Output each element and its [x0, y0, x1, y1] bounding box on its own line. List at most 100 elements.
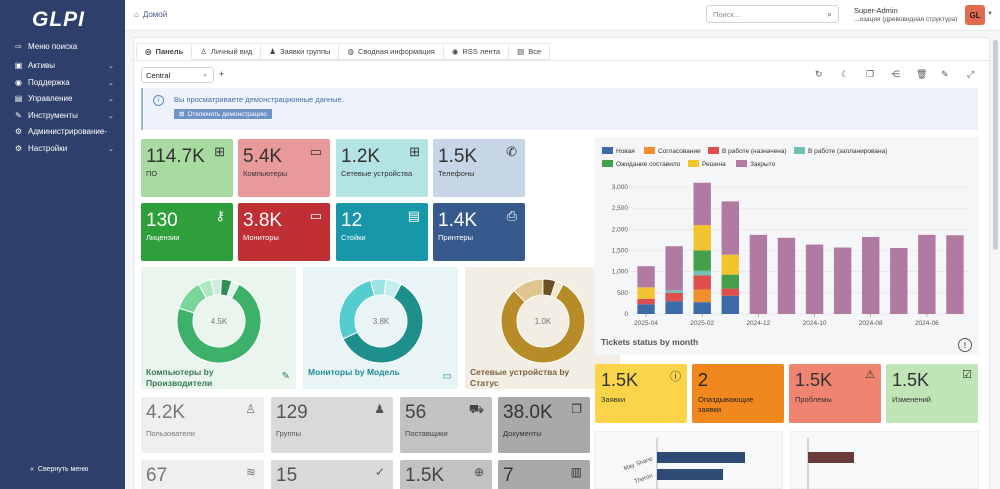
- donut-slice[interactable]: [550, 280, 564, 299]
- tab-0[interactable]: ◎ Панель: [136, 43, 193, 60]
- sidebar-item-2[interactable]: ◉ Поддержка ⌄: [14, 78, 114, 87]
- avatar[interactable]: GL: [965, 5, 985, 25]
- asset-tile[interactable]: 130 Лицензии ⚷: [141, 203, 233, 261]
- donut-widget[interactable]: 4.5K Компьютеры by Производители ✎: [141, 267, 296, 389]
- hbar[interactable]: [808, 452, 854, 463]
- count-tile[interactable]: 4.2K Пользователи ♙: [141, 397, 264, 453]
- bar-segment[interactable]: [637, 304, 655, 314]
- status-tile[interactable]: 1.5K Заявки ⓘ: [595, 364, 687, 423]
- donut-slice[interactable]: [383, 278, 402, 299]
- count-tile[interactable]: 38.0K Документы ❐: [498, 397, 590, 453]
- bar-segment[interactable]: [693, 250, 711, 271]
- sidebar-item-1[interactable]: ▣ Активы ⌄: [14, 61, 114, 70]
- donut-widget[interactable]: 3.8K Мониторы by Модель ▭: [303, 267, 458, 389]
- bar-segment[interactable]: [693, 182, 711, 226]
- bar-segment[interactable]: [665, 246, 683, 291]
- tab-5[interactable]: ▤ Все: [509, 43, 551, 60]
- breadcrumb[interactable]: ⌂ Домой: [134, 10, 167, 19]
- bar-segment[interactable]: [777, 237, 796, 314]
- global-search-input[interactable]: Поиск... ⌕: [706, 5, 839, 23]
- bar-segment[interactable]: [693, 275, 711, 290]
- legend-label[interactable]: Закрыто: [750, 161, 776, 168]
- legend-swatch[interactable]: [644, 147, 655, 154]
- user-entity[interactable]: ...изация (древовидная структура): [854, 16, 958, 23]
- bar-segment[interactable]: [805, 244, 824, 314]
- bar-segment[interactable]: [721, 288, 739, 296]
- asset-tile[interactable]: 1.2K Сетевые устройства ⊞: [336, 139, 428, 197]
- asset-tile[interactable]: 3.8K Мониторы ▭: [238, 203, 330, 261]
- count-tile[interactable]: 15 ✓: [271, 460, 393, 489]
- count-tile[interactable]: 129 Группы ♟: [271, 397, 393, 453]
- bar-segment[interactable]: [721, 254, 739, 275]
- edit-icon[interactable]: ✎: [281, 371, 290, 382]
- page-scrollbar[interactable]: [993, 40, 998, 250]
- legend-swatch[interactable]: [688, 160, 699, 167]
- share-icon[interactable]: ⋲: [891, 69, 900, 79]
- bar-segment[interactable]: [665, 301, 683, 314]
- dashboard-select[interactable]: Central ⌄: [141, 67, 214, 83]
- refresh-icon[interactable]: ↻: [815, 69, 823, 79]
- fullscreen-icon[interactable]: ⤢: [967, 69, 975, 79]
- bar-segment[interactable]: [833, 247, 852, 314]
- bar-segment[interactable]: [637, 298, 655, 305]
- chevron-down-icon[interactable]: ▼: [987, 11, 993, 17]
- clone-icon[interactable]: ❐: [866, 69, 875, 79]
- monitor-icon[interactable]: ▭: [442, 371, 452, 382]
- moon-icon[interactable]: ☾: [841, 69, 850, 79]
- bar-segment[interactable]: [665, 290, 683, 293]
- tab-2[interactable]: ♟ Заявки группы: [261, 43, 340, 60]
- sidebar-item-4[interactable]: ✎ Инструменты ⌄: [14, 111, 114, 120]
- legend-label[interactable]: Решена: [702, 161, 726, 168]
- hbar[interactable]: [657, 469, 723, 480]
- bar-segment[interactable]: [890, 247, 908, 314]
- hbar[interactable]: [657, 452, 745, 463]
- legend-label[interactable]: Новая: [616, 148, 635, 155]
- tab-3[interactable]: ◍ Сводная информация: [339, 43, 444, 60]
- donut-slice[interactable]: [342, 283, 424, 364]
- add-dashboard-button[interactable]: +: [219, 69, 225, 79]
- bar-segment[interactable]: [721, 201, 739, 255]
- tab-1[interactable]: ♙ Личный вид: [192, 43, 262, 60]
- disable-demo-button[interactable]: ⊠ Отключить демонстрацию: [174, 109, 272, 119]
- legend-label[interactable]: Ожидание составило: [616, 161, 681, 168]
- count-tile[interactable]: 7 ▥: [498, 460, 590, 489]
- legend-swatch[interactable]: [602, 147, 613, 154]
- asset-tile[interactable]: 1.4K Принтеры ⎙: [433, 203, 525, 261]
- bar-segment[interactable]: [721, 274, 739, 289]
- status-tile[interactable]: 1.5K Проблемы ⚠: [789, 364, 881, 423]
- sidebar-item-6[interactable]: ⚙ Настройки ⌄: [14, 144, 114, 153]
- bar-segment[interactable]: [749, 234, 768, 314]
- legend-swatch[interactable]: [708, 147, 719, 154]
- bar-segment[interactable]: [918, 234, 936, 314]
- asset-tile[interactable]: 12 Стойки ▤: [336, 203, 428, 261]
- count-tile[interactable]: 56 Поставщики ⛟: [400, 397, 492, 453]
- sidebar-item-0[interactable]: ⇨ Меню поиска: [14, 42, 114, 51]
- user-name[interactable]: Super-Admin: [854, 6, 898, 15]
- count-tile[interactable]: 1.5K ⊕: [400, 460, 492, 489]
- tab-4[interactable]: ◉ RSS лента: [443, 43, 510, 60]
- donut-slice[interactable]: [226, 280, 240, 299]
- legend-label[interactable]: В работе (назначена): [722, 147, 787, 155]
- donut-slice[interactable]: [500, 283, 586, 364]
- edit-icon[interactable]: ✎: [941, 69, 949, 79]
- legend-swatch[interactable]: [736, 160, 747, 167]
- status-tile[interactable]: 1.5K Изменений ☑: [886, 364, 978, 423]
- bar-segment[interactable]: [862, 236, 880, 314]
- legend-swatch[interactable]: [794, 147, 805, 154]
- asset-tile[interactable]: 114.7K ПО ⊞: [141, 139, 233, 197]
- trash-icon[interactable]: 🗑: [916, 69, 928, 79]
- bar-segment[interactable]: [946, 235, 964, 314]
- asset-tile[interactable]: 5.4K Компьютеры ▭: [238, 139, 330, 197]
- asset-tile[interactable]: 1.5K Телефоны ✆: [433, 139, 525, 197]
- bar-segment[interactable]: [693, 270, 711, 276]
- bar-segment[interactable]: [693, 289, 711, 303]
- bar-segment[interactable]: [637, 287, 655, 299]
- legend-label[interactable]: Согласование: [658, 148, 701, 155]
- bar-segment[interactable]: [693, 225, 711, 251]
- glpi-logo[interactable]: GLPI: [32, 8, 86, 31]
- legend-swatch[interactable]: [602, 160, 613, 167]
- bar-segment[interactable]: [637, 266, 655, 288]
- bar-segment[interactable]: [665, 292, 683, 302]
- status-tile[interactable]: 2 Опаздывающие заявки: [692, 364, 784, 423]
- bar-segment[interactable]: [693, 302, 711, 314]
